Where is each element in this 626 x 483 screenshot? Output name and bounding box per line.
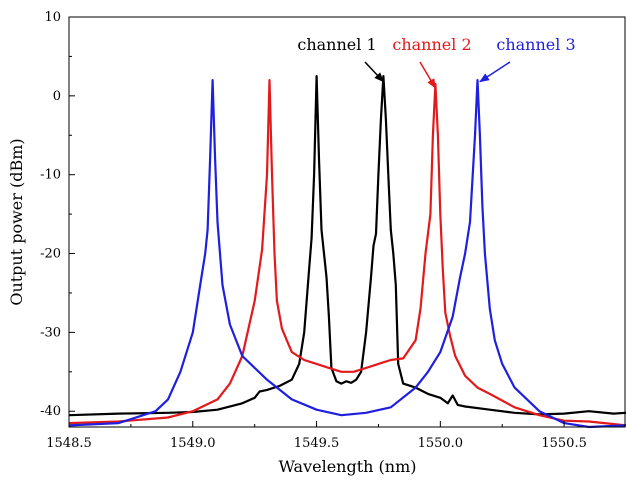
annotation-arrow-1 — [364, 61, 385, 83]
y-tick-label: -10 — [40, 168, 61, 183]
y-tick-label: -30 — [40, 325, 61, 340]
x-tick-label: 1549.0 — [170, 436, 216, 451]
x-tick-label: 1548.5 — [46, 436, 92, 451]
y-tick-label: -20 — [40, 247, 61, 262]
annotation-layer: channel 1 channel 2 channel 3 — [297, 35, 576, 89]
y-axis: -40 -30 -20 -10 0 10 — [40, 10, 75, 419]
x-axis-title: Wavelength (nm) — [278, 457, 416, 476]
x-axis: 1548.5 1549.0 1549.5 1550.0 1550.5 — [46, 421, 587, 451]
series-layer — [68, 74, 626, 429]
y-axis-title: Output power (dBm) — [7, 138, 26, 305]
series-line-1 — [68, 74, 626, 417]
annotation-arrow-2 — [419, 61, 437, 89]
annotation-3: channel 3 — [496, 35, 575, 54]
x-tick-label: 1550.5 — [541, 436, 587, 451]
annotation-arrow-3 — [479, 61, 511, 83]
y-tick-label: -40 — [40, 404, 61, 419]
plot-frame — [68, 16, 626, 428]
y-tick-label: 0 — [53, 89, 61, 104]
x-tick-label: 1550.0 — [418, 436, 464, 451]
annotation-2: channel 2 — [392, 35, 471, 54]
y-tick-label: 10 — [44, 10, 61, 25]
series-line-3 — [68, 78, 626, 429]
x-tick-label: 1549.5 — [294, 436, 340, 451]
annotation-1: channel 1 — [297, 35, 376, 54]
series-line-2 — [68, 78, 626, 427]
